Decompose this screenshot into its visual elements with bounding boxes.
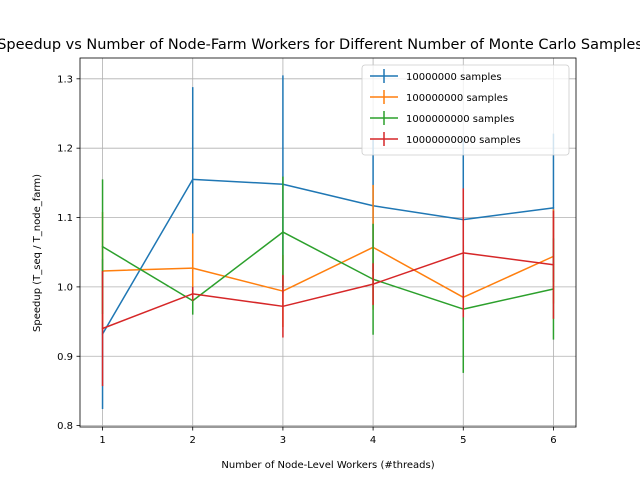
series-1-point-2 (192, 178, 194, 180)
series-4-point-6 (552, 264, 555, 266)
series-4-point-4 (372, 283, 374, 285)
series-2-segment-2 (191, 267, 284, 292)
series-2-point-2 (192, 267, 194, 269)
series-2-segment-3 (282, 246, 374, 292)
series-2-segment-1 (101, 267, 194, 272)
series-4-point-3 (282, 305, 284, 307)
series-3-segment-1 (101, 245, 194, 302)
series-4-segment-5 (462, 252, 555, 266)
x-axis-label: Number of Node-Level Workers (#threads) (221, 460, 434, 471)
x-tick-label-1: 1 (99, 435, 105, 446)
y-tick-label-6: 1.3 (57, 74, 73, 85)
legend-box (361, 64, 570, 156)
series-4-point-2 (192, 293, 194, 295)
series-1-segment-5 (462, 207, 555, 221)
series-4-segment-4 (372, 252, 465, 285)
series-4-point-5 (462, 252, 464, 254)
series-1-point-6 (552, 207, 555, 209)
series-1-segment-4 (372, 204, 465, 221)
x-tick-label-4: 4 (370, 435, 376, 446)
y-tick-label-3: 1.0 (57, 282, 73, 293)
series-4-segment-1 (101, 293, 194, 330)
x-tick-label-5: 5 (460, 435, 466, 446)
series-4-segment-2 (191, 293, 284, 308)
x-tick-label-2: 2 (190, 435, 196, 446)
series-3-segment-3 (282, 231, 374, 281)
y-tick-label-2: 0.9 (57, 352, 73, 363)
series-3-segment-5 (462, 288, 555, 310)
legend: 10000000 samples 100000000 samples 1000000… (361, 64, 570, 156)
series-1-segment-2 (191, 178, 284, 185)
axes-frame (79, 57, 577, 428)
y-axis-label: Speedup (T_seq / T_node_farm) (32, 174, 43, 332)
series-4 (101, 188, 555, 387)
legend-label-3: 1000000000 samples (406, 114, 514, 125)
series-2-segment-4 (372, 246, 465, 299)
series-1-segment-3 (282, 183, 374, 207)
y-tick-label-4: 1.1 (57, 213, 73, 224)
series-3-point-1 (101, 246, 104, 248)
series-3-segment-4 (372, 278, 465, 310)
x-tick-label-6: 6 (550, 435, 556, 446)
series-3-point-3 (282, 231, 284, 233)
y-tick-label-5: 1.2 (57, 144, 73, 155)
y-tick-label-1: 0.8 (57, 421, 73, 432)
series-1-segment-1 (101, 178, 194, 335)
series-4-segment-3 (282, 283, 374, 308)
x-tick-label-3: 3 (280, 435, 286, 446)
legend-label-1: 10000000 samples (406, 72, 502, 83)
series-3-segment-2 (191, 231, 284, 302)
legend-label-2: 100000000 samples (406, 93, 508, 104)
chart-title: Speedup vs Number of Node-Farm Workers f… (0, 37, 640, 53)
legend-label-4: 10000000000 samples (406, 135, 521, 146)
series-4-point-1 (101, 327, 104, 330)
